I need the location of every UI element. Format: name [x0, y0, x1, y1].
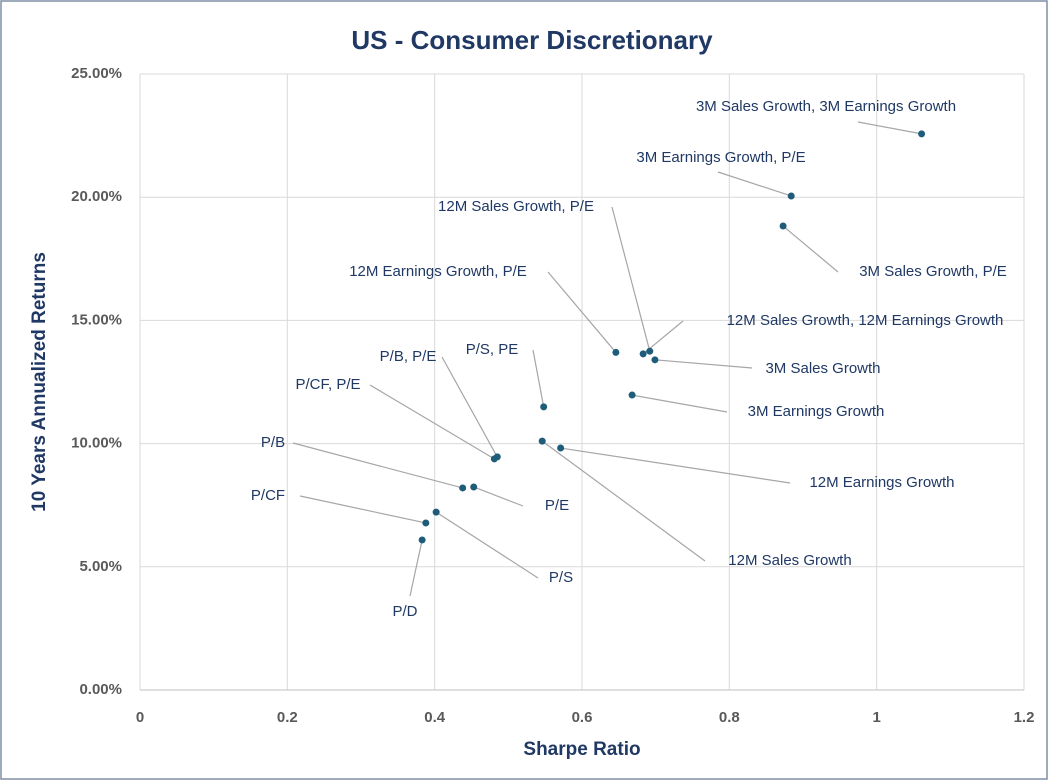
- leader-line: [541, 440, 706, 562]
- leader-line: [611, 206, 651, 352]
- point-label: P/B, P/E: [380, 348, 437, 365]
- point: [418, 536, 426, 544]
- point-label: P/S, PE: [466, 341, 519, 358]
- y-tick-label: 25.00%: [71, 65, 122, 82]
- point: [918, 130, 926, 138]
- point: [538, 437, 546, 445]
- leader-line: [292, 442, 463, 489]
- y-tick-label: 20.00%: [71, 188, 122, 205]
- leader-line: [560, 447, 791, 484]
- point: [557, 444, 565, 452]
- leader-line: [473, 486, 524, 507]
- x-tick-label: 0.2: [277, 709, 298, 726]
- y-axis-label: 10 Years Annualized Returns: [29, 252, 50, 512]
- point-label: P/E: [545, 497, 569, 514]
- point-label: 3M Sales Growth, 3M Earnings Growth: [696, 98, 956, 115]
- point-label: 12M Sales Growth: [728, 552, 851, 569]
- point: [540, 403, 548, 411]
- point: [628, 391, 636, 399]
- y-tick-label: 10.00%: [71, 435, 122, 452]
- leader-line: [369, 384, 495, 460]
- point: [459, 484, 467, 492]
- x-tick-label: 0: [136, 709, 144, 726]
- leader-line: [547, 271, 617, 353]
- point-label: P/S: [549, 569, 573, 586]
- point: [779, 222, 787, 230]
- point-label: P/CF, P/E: [295, 376, 360, 393]
- x-axis-label: Sharpe Ratio: [523, 739, 640, 760]
- point-label: 12M Earnings Growth: [809, 474, 954, 491]
- point: [470, 483, 478, 491]
- x-tick-label: 1.2: [1014, 709, 1035, 726]
- y-tick-label: 5.00%: [79, 558, 122, 575]
- y-tick-label: 15.00%: [71, 311, 122, 328]
- leader-line: [857, 121, 922, 135]
- leader-line: [441, 356, 498, 458]
- leader-line: [631, 394, 728, 413]
- point: [422, 519, 430, 527]
- point: [646, 347, 654, 355]
- point: [432, 508, 440, 516]
- x-tick-label: 0.8: [719, 709, 740, 726]
- leader-line: [299, 495, 426, 524]
- x-tick-label: 0.4: [424, 709, 446, 726]
- leader-line: [409, 539, 423, 597]
- x-tick-label: 1: [872, 709, 880, 726]
- x-tick-label: 0.6: [572, 709, 593, 726]
- point-label: 3M Earnings Growth, P/E: [636, 149, 805, 166]
- point-label: 12M Earnings Growth, P/E: [349, 263, 527, 280]
- point-label: P/B: [261, 434, 285, 451]
- point-label: 12M Sales Growth, 12M Earnings Growth: [727, 312, 1004, 329]
- point: [651, 356, 659, 364]
- y-tick-label: 0.00%: [79, 681, 122, 698]
- point: [612, 348, 620, 356]
- leader-line: [717, 171, 792, 197]
- point: [639, 350, 647, 358]
- point-label: 12M Sales Growth, P/E: [438, 198, 594, 215]
- leader-line: [532, 349, 545, 407]
- point-label: 3M Sales Growth, P/E: [859, 263, 1007, 280]
- chart-title: US - Consumer Discretionary: [351, 25, 713, 55]
- leader-line: [435, 511, 539, 579]
- point: [490, 455, 498, 463]
- point-label: 3M Sales Growth: [765, 360, 880, 377]
- leader-line: [654, 359, 753, 369]
- point-label: P/D: [392, 603, 417, 620]
- point: [787, 192, 795, 200]
- leader-line: [782, 225, 839, 273]
- point-label: P/CF: [251, 487, 285, 504]
- point-label: 3M Earnings Growth: [748, 403, 885, 420]
